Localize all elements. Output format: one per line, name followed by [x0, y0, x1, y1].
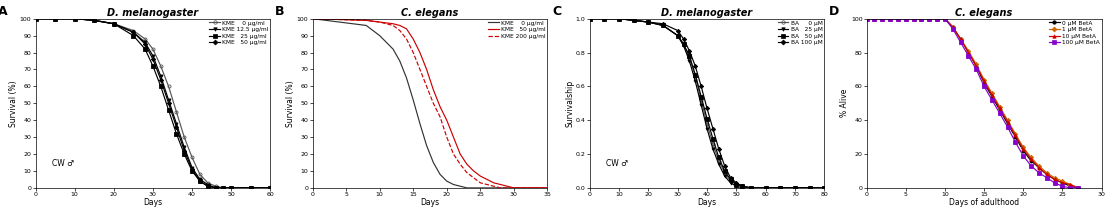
Title: C. elegans: C. elegans: [955, 8, 1013, 18]
Text: CW ♂: CW ♂: [52, 159, 74, 168]
X-axis label: Days: Days: [420, 199, 440, 207]
Title: D. melanogaster: D. melanogaster: [108, 8, 199, 18]
Text: CW ♂: CW ♂: [607, 159, 628, 168]
Y-axis label: % Alive: % Alive: [841, 89, 850, 118]
Text: C: C: [552, 5, 561, 18]
X-axis label: Days of adulthood: Days of adulthood: [949, 199, 1019, 207]
Text: A: A: [0, 5, 8, 18]
Y-axis label: Survival (%): Survival (%): [9, 80, 18, 127]
Title: D. melanogaster: D. melanogaster: [661, 8, 752, 18]
Legend: KME    0 μg/ml, KME   50 μg/ml, KME 200 μg/ml: KME 0 μg/ml, KME 50 μg/ml, KME 200 μg/ml: [488, 20, 547, 39]
X-axis label: Days: Days: [698, 199, 717, 207]
Text: D: D: [829, 5, 839, 18]
Legend: 0 μM BetA, 1 μM BetA, 10 μM BetA, 100 μM BetA: 0 μM BetA, 1 μM BetA, 10 μM BetA, 100 μM…: [1049, 20, 1100, 46]
Legend: KME    0 μg/ml, KME 12.5 μg/ml, KME   25 μg/ml, KME   50 μg/ml: KME 0 μg/ml, KME 12.5 μg/ml, KME 25 μg/m…: [209, 20, 269, 46]
Title: C. elegans: C. elegans: [401, 8, 459, 18]
Y-axis label: Survival (%): Survival (%): [287, 80, 296, 127]
Legend: BA     0 μM, BA   25 μM, BA   50 μM, BA 100 μM: BA 0 μM, BA 25 μM, BA 50 μM, BA 100 μM: [778, 20, 823, 46]
Text: B: B: [276, 5, 284, 18]
Y-axis label: Survivalship: Survivalship: [565, 80, 574, 127]
X-axis label: Days: Days: [143, 199, 162, 207]
